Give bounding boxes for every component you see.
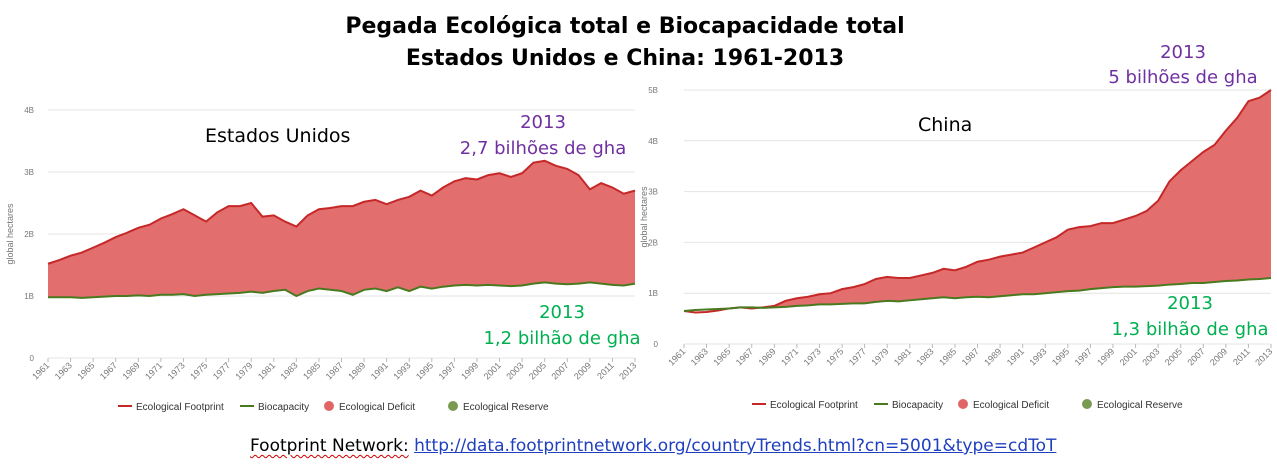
annotation-footprint-value: 2,7 bilhões de gha xyxy=(460,138,626,159)
source-label: Footprint Network: xyxy=(250,436,409,456)
biocapacity-line xyxy=(48,281,636,299)
x-tick-label: 1977 xyxy=(847,346,868,367)
x-tick-label: 1963 xyxy=(689,346,710,367)
x-tick-label: 1979 xyxy=(869,346,890,367)
x-tick-label: 1965 xyxy=(711,346,732,367)
x-tick-label: 1993 xyxy=(1027,346,1048,367)
x-tick-label: 1969 xyxy=(756,346,777,367)
country-label: China xyxy=(918,114,972,136)
ecological-footprint-line xyxy=(683,89,1272,314)
source-link[interactable]: http://data.footprintnetwork.org/country… xyxy=(414,436,1057,456)
annotation-biocapacity-value: 1,3 bilhão de gha xyxy=(1111,319,1268,340)
x-tick-label: 1961 xyxy=(666,346,687,367)
y-tick-label: 2B xyxy=(24,230,34,239)
y-tick-label: 2B xyxy=(648,238,658,247)
x-tick-label: 2001 xyxy=(1118,346,1139,367)
legend-deficit-swatch xyxy=(324,401,334,411)
x-tick-label: 1989 xyxy=(982,346,1003,367)
x-tick-label: 1973 xyxy=(802,346,823,367)
annotation-footprint-value: 5 bilhões de gha xyxy=(1108,67,1257,88)
annotation-biocapacity-year: 2013 xyxy=(539,302,585,323)
x-tick-label: 1971 xyxy=(779,346,800,367)
legend-reserve-swatch xyxy=(1082,399,1092,409)
y-tick-label: 0 xyxy=(654,340,659,349)
x-tick-label: 2003 xyxy=(1140,346,1161,367)
y-tick-label: 5B xyxy=(648,86,658,95)
x-tick-label: 1987 xyxy=(960,346,981,367)
y-tick-label: 1B xyxy=(648,289,658,298)
x-tick-label: 1991 xyxy=(1005,346,1026,367)
legend-deficit-label: Ecological Deficit xyxy=(973,400,1049,411)
y-tick-label: 1B xyxy=(24,292,34,301)
x-tick-label: 1997 xyxy=(1073,346,1094,367)
x-tick-label: 1995 xyxy=(1050,346,1071,367)
legend-deficit-swatch xyxy=(958,399,968,409)
y-tick-label: 3B xyxy=(24,168,34,177)
ecological-footprint-line xyxy=(47,159,636,265)
source-citation: Footprint Network: http://data.footprint… xyxy=(250,436,1056,456)
x-tick-label: 1981 xyxy=(892,346,913,367)
x-tick-label: 1985 xyxy=(937,346,958,367)
y-tick-label: 4B xyxy=(24,106,34,115)
y-axis-label: global hectares xyxy=(5,203,15,265)
x-tick-label: 2011 xyxy=(1231,346,1252,367)
country-label: Estados Unidos xyxy=(205,125,350,147)
chart-title-line2: Estados Unidos e China: 1961-2013 xyxy=(405,46,845,71)
legend-reserve-label: Ecological Reserve xyxy=(463,402,549,413)
biocapacity-line xyxy=(683,276,1272,312)
legend-biocapacity-label: Biocapacity xyxy=(258,402,309,413)
ecological-deficit-area xyxy=(48,160,635,298)
x-tick-label: 2009 xyxy=(1208,346,1229,367)
legend-reserve-label: Ecological Reserve xyxy=(1097,400,1183,411)
ecological-deficit-area xyxy=(684,90,1271,311)
x-tick-label: 1967 xyxy=(734,346,755,367)
x-tick-label: 1999 xyxy=(1095,346,1116,367)
annotation-biocapacity-value: 1,2 bilhão de gha xyxy=(483,328,640,349)
legend-deficit-label: Ecological Deficit xyxy=(339,402,415,413)
legend-footprint-label: Ecological Footprint xyxy=(770,400,858,411)
x-tick-label: 1975 xyxy=(824,346,845,367)
annotation-biocapacity-year: 2013 xyxy=(1167,293,1213,314)
y-tick-label: 3B xyxy=(648,188,658,197)
y-tick-label: 0 xyxy=(30,354,35,363)
annotation-footprint-year: 2013 xyxy=(1160,42,1206,63)
y-axis-label: global hectares xyxy=(639,186,649,248)
x-tick-label: 1983 xyxy=(915,346,936,367)
chart-title-line1: Pegada Ecológica total e Biocapacidade t… xyxy=(345,14,905,39)
x-tick-label: 2013 xyxy=(1253,346,1274,367)
annotation-footprint-year: 2013 xyxy=(520,112,566,133)
y-tick-label: 4B xyxy=(648,137,658,146)
legend-biocapacity-label: Biocapacity xyxy=(892,400,943,411)
x-tick-label: 2005 xyxy=(1163,346,1184,367)
legend-footprint-label: Ecological Footprint xyxy=(136,402,224,413)
legend-reserve-swatch xyxy=(448,401,458,411)
x-tick-label: 2007 xyxy=(1185,346,1206,367)
